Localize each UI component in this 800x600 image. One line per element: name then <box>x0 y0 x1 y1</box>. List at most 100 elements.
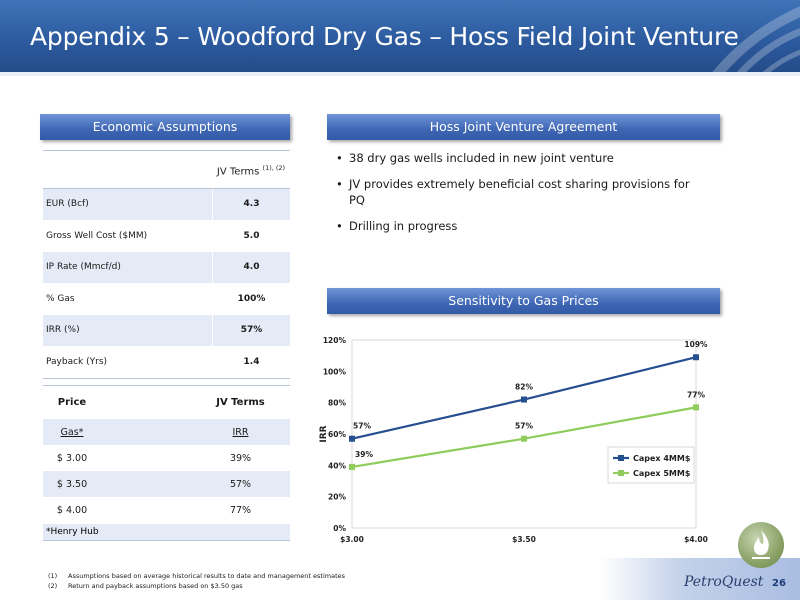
jv-table-header: JV Terms (1), (2) <box>43 151 290 189</box>
jv-terms-table: JV Terms (1), (2) EUR (Bcf) 4.3 Gross We… <box>43 150 290 379</box>
legend-marker <box>618 470 624 476</box>
data-point <box>693 404 699 411</box>
y-tick-label: 0% <box>333 524 346 533</box>
decorative-swoosh-icon <box>708 6 800 76</box>
bullet-item: • 38 dry gas wells included in new joint … <box>336 150 706 166</box>
row-value: 100% <box>212 283 290 314</box>
row-label: IP Rate (Mmcf/d) <box>46 262 121 273</box>
price-table-header: Price JV Terms <box>43 386 290 419</box>
x-tick-label: $4.00 <box>684 535 708 544</box>
table-row: IRR (%) 57% <box>43 315 290 347</box>
footnote-number: (2) <box>48 582 58 590</box>
table-row: Gross Well Cost ($MM) 5.0 <box>43 220 290 252</box>
footnote-1: (1) Assumptions based on average historic… <box>48 572 345 582</box>
table-row: $ 4.00 77% <box>43 497 290 523</box>
data-label: 57% <box>353 422 371 431</box>
page-title: Appendix 5 – Woodford Dry Gas – Hoss Fie… <box>30 22 739 51</box>
row-value: 4.0 <box>212 252 290 283</box>
plot-area <box>351 339 697 529</box>
data-label: 82% <box>515 383 533 392</box>
table-row: $ 3.50 57% <box>43 471 290 497</box>
data-label: 109% <box>684 340 708 349</box>
legend-label: Capex 5MM$ <box>633 469 691 478</box>
bullet-item: • JV provides extremely beneficial cost s… <box>336 176 706 208</box>
y-tick-label: 20% <box>328 493 346 502</box>
footnote-2: (2) Return and payback assumptions based … <box>48 582 345 592</box>
y-tick-label: 40% <box>328 461 346 470</box>
data-point <box>521 396 527 403</box>
footnotes: (1) Assumptions based on average historic… <box>48 572 345 592</box>
jv-terms-label: JV Terms <box>216 166 260 178</box>
footnote-number: (1) <box>48 572 58 580</box>
hoss-jv-header: Hoss Joint Venture Agreement <box>327 114 720 140</box>
x-tick-label: $3.00 <box>340 535 364 544</box>
legend-marker <box>618 455 624 461</box>
y-tick-label: 120% <box>323 336 347 345</box>
bullet-text: JV provides extremely beneficial cost sh… <box>349 177 690 207</box>
row-label: EUR (Bcf) <box>46 199 89 210</box>
gas-price: $ 3.50 <box>56 478 88 490</box>
data-label: 77% <box>687 390 705 399</box>
y-axis-label: IRR <box>319 425 329 442</box>
jv-terms-column-header: JV Terms (1), (2) <box>212 164 290 177</box>
hoss-jv-bullet-list: • 38 dry gas wells included in new joint … <box>336 150 706 244</box>
row-label: % Gas <box>46 293 75 304</box>
price-table-subheader: Gas* IRR <box>43 419 290 445</box>
data-point <box>349 435 355 442</box>
economic-assumptions-header: Economic Assumptions <box>40 114 290 140</box>
jv-terms-footnote-ref: (1), (2) <box>262 164 286 172</box>
row-label: IRR (%) <box>46 325 80 336</box>
bullet-dot-icon: • <box>336 177 343 191</box>
irr-value: 77% <box>229 504 252 516</box>
bullet-dot-icon: • <box>336 219 343 233</box>
legend-label: Capex 4MM$ <box>633 454 691 463</box>
bullet-text: Drilling in progress <box>349 219 458 233</box>
price-column-header: Price <box>57 397 87 408</box>
footnote-text: Assumptions based on average historical … <box>68 572 346 580</box>
henry-hub-footnote: *Henry Hub <box>43 523 290 541</box>
legend-box <box>607 446 695 484</box>
irr-value: 57% <box>229 478 252 490</box>
table-row: Payback (Yrs) 1.4 <box>43 346 290 378</box>
data-point <box>521 435 527 442</box>
data-label: 39% <box>355 450 373 459</box>
bullet-text: 38 dry gas wells included in new joint v… <box>349 151 614 165</box>
table-row: IP Rate (Mmcf/d) 4.0 <box>43 252 290 284</box>
gas-price: $ 4.00 <box>56 504 88 516</box>
jv-terms-column-header: JV Terms <box>216 397 265 408</box>
table-bottom-rule <box>43 378 290 379</box>
data-label: 57% <box>515 422 533 431</box>
bullet-item: • Drilling in progress <box>336 218 706 234</box>
y-tick-label: 100% <box>323 367 347 376</box>
footnote-text: Return and payback assumptions based on … <box>68 582 243 590</box>
table-row: EUR (Bcf) 4.3 <box>43 189 290 221</box>
sensitivity-header: Sensitivity to Gas Prices <box>327 288 720 314</box>
row-value: 4.3 <box>212 189 290 220</box>
table-row: $ 3.00 39% <box>43 445 290 471</box>
brand-logo-text: PetroQuest <box>684 574 764 590</box>
row-value: 5.0 <box>212 220 290 251</box>
data-point <box>693 354 699 361</box>
page-number: 26 <box>772 578 786 589</box>
row-label: Gross Well Cost ($MM) <box>46 230 148 241</box>
petroquest-flame-logo-icon <box>738 522 784 568</box>
data-point <box>349 463 355 470</box>
row-label: Payback (Yrs) <box>46 356 108 367</box>
y-tick-label: 60% <box>328 430 346 439</box>
table-row: % Gas 100% <box>43 283 290 315</box>
title-underline <box>0 72 800 76</box>
y-tick-label: 80% <box>328 399 346 408</box>
x-tick-label: $3.50 <box>512 535 536 544</box>
irr-sensitivity-chart: 0% 20% 40% 60% 80% 100% 120% $3.00 $3.50 $4.00 IRR… <box>319 336 708 544</box>
bullet-dot-icon: • <box>336 151 343 165</box>
gas-price-table: Price JV Terms Gas* IRR $ 3.00 39% $ 3.5… <box>43 385 290 541</box>
flame-icon <box>752 530 770 559</box>
gas-subheader: Gas* <box>60 426 84 438</box>
row-value: 57% <box>212 315 290 346</box>
irr-value: 39% <box>229 452 252 464</box>
irr-subheader: IRR <box>232 426 249 438</box>
gas-price: $ 3.00 <box>56 452 88 464</box>
title-band: Appendix 5 – Woodford Dry Gas – Hoss Fie… <box>0 0 800 76</box>
row-value: 1.4 <box>212 346 290 377</box>
